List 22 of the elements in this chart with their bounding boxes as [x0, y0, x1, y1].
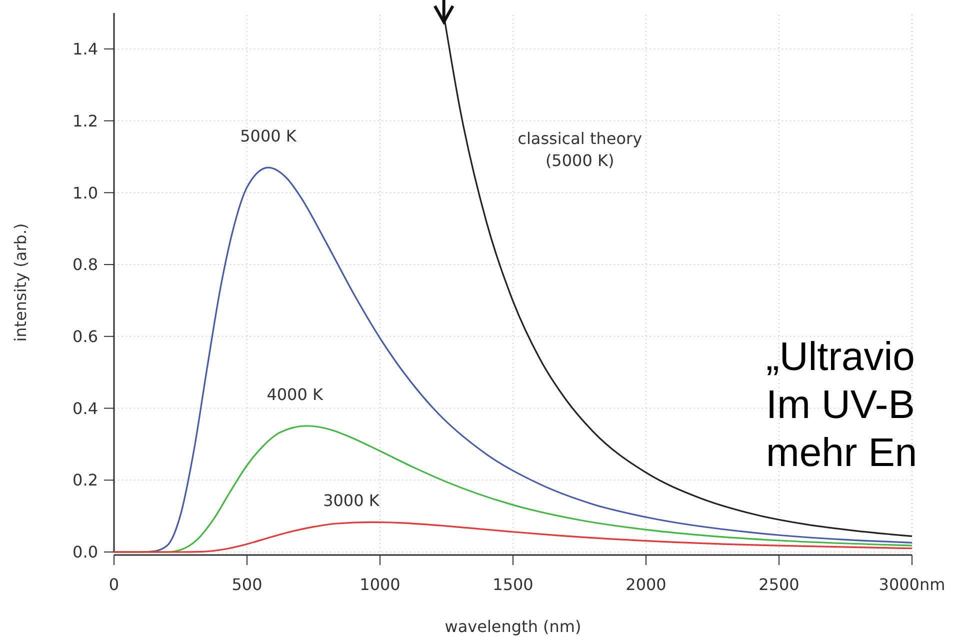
x-axis-title: wavelength (nm) [444, 617, 582, 636]
x-tick-label: 1500 [492, 575, 534, 594]
y-tick-label: 1.0 [72, 183, 98, 202]
annotation: „Ultravio Im UV-B mehr En [766, 335, 918, 475]
y-axis-title: intensity (arb.) [11, 223, 30, 342]
y-tick-label: 1.4 [72, 40, 98, 59]
x-tick-label: 500 [232, 575, 262, 594]
x-tick-label: 0 [108, 575, 120, 594]
y-tick-label: 0.4 [72, 398, 98, 418]
y-tick-label: 0.0 [72, 542, 98, 562]
x-tick-label: 1000 [360, 575, 400, 594]
series-label: 5000 K [240, 126, 297, 146]
x-tick-label: 2000 [626, 575, 666, 594]
series-label: 3000 K [323, 491, 380, 510]
text: classical theory (5000 K) [518, 129, 642, 170]
y-tick-label: 0.8 [72, 255, 98, 274]
x-tick-label: 2500 [758, 575, 800, 594]
y-tick-label: 1.2 [72, 111, 98, 130]
series-label: 4000 K [266, 384, 324, 404]
y-tick-label: 0.6 [72, 327, 98, 346]
x-tick-label: 3000nm [878, 575, 946, 594]
y-tick-label: 0.2 [72, 470, 98, 490]
